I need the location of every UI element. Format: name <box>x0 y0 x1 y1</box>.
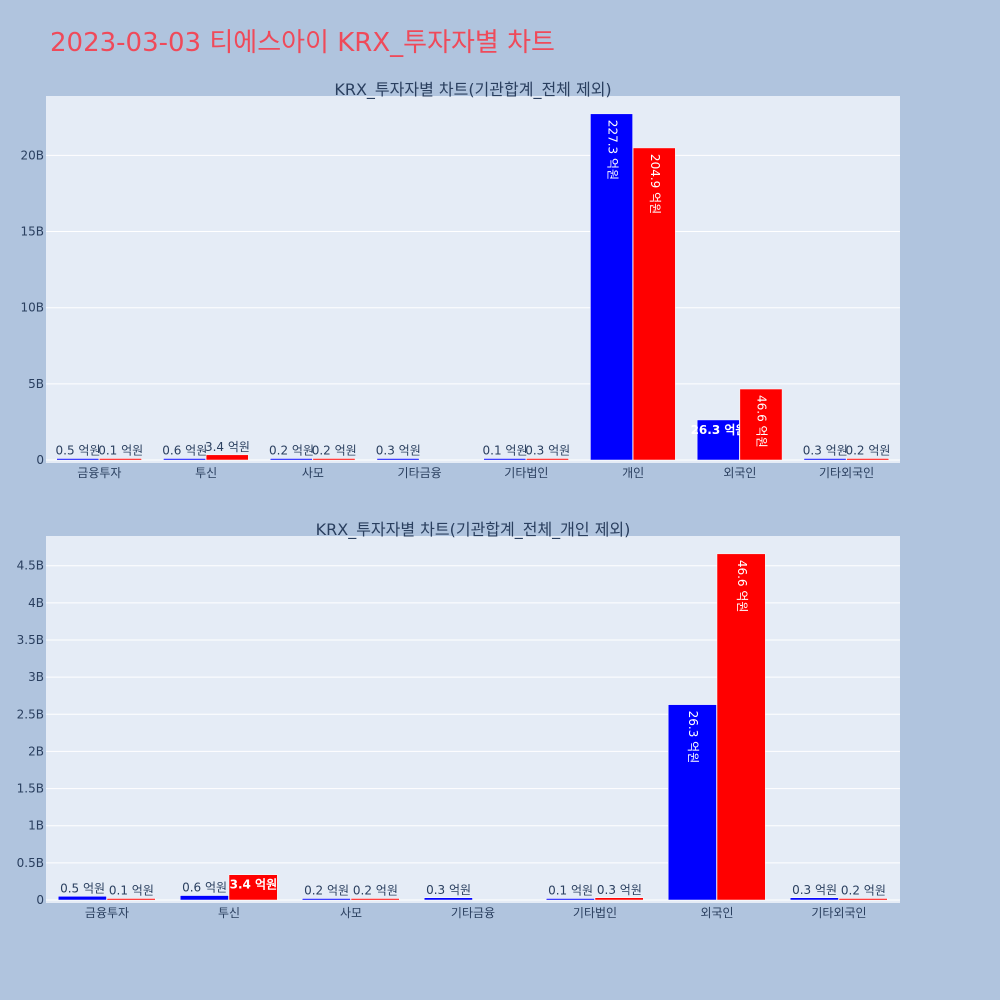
chart-title: KRX_투자자별 차트(기관합계_전체_개인 제외) <box>316 520 631 540</box>
bar-value-label: 26.3 억원 <box>686 711 700 764</box>
y-tick-label: 0.5B <box>17 856 44 870</box>
bar-value-label: 0.3 억원 <box>426 883 471 897</box>
bar <box>590 113 633 461</box>
x-tick-label: 사모 <box>302 466 324 480</box>
bar-value-label: 0.5 억원 <box>60 881 105 895</box>
x-tick-label: 기타금융 <box>451 906 495 920</box>
bar-value-label: 0.1 억원 <box>98 444 143 458</box>
bar <box>228 874 278 901</box>
y-tick-label: 20B <box>20 148 44 162</box>
plot-area <box>46 536 900 903</box>
bar-value-label: 3.4 억원 <box>230 878 278 892</box>
y-tick-label: 1.5B <box>17 782 44 796</box>
bar-value-label: 26.3 억원 <box>691 423 747 437</box>
bar <box>56 458 100 461</box>
bar-value-label: 0.3 억원 <box>803 444 848 458</box>
bar <box>106 898 156 901</box>
bar <box>179 895 229 901</box>
bar <box>696 419 740 461</box>
y-tick-label: 3.5B <box>17 633 44 647</box>
bar-value-label: 3.4 억원 <box>205 440 250 454</box>
page-title: 2023-03-03 티에스아이 KRX_투자자별 차트 <box>50 28 555 58</box>
x-tick-label: 기타금융 <box>398 466 442 480</box>
bar-value-label: 0.2 억원 <box>845 444 890 458</box>
bar <box>594 897 644 901</box>
y-tick-label: 5B <box>28 377 44 391</box>
x-tick-label: 기타법인 <box>573 906 617 920</box>
bar-value-label: 0.1 억원 <box>483 444 528 458</box>
x-tick-label: 사모 <box>340 906 362 920</box>
bar-value-label: 227.3 억원 <box>605 120 619 180</box>
bar-value-label: 0.6 억원 <box>182 881 227 895</box>
x-tick-label: 외국인 <box>723 466 756 480</box>
y-tick-label: 2.5B <box>17 707 44 721</box>
y-tick-label: 0 <box>36 893 44 907</box>
bar <box>350 898 400 901</box>
y-tick-label: 4.5B <box>17 559 44 573</box>
y-tick-label: 15B <box>20 225 44 239</box>
bar-value-label: 0.5 억원 <box>56 444 101 458</box>
bar-value-label: 0.1 억원 <box>548 884 593 898</box>
bar <box>526 458 569 461</box>
x-tick-label: 금융투자 <box>77 466 121 480</box>
bar <box>376 458 420 461</box>
bar <box>57 896 107 901</box>
bar-value-label: 0.2 억원 <box>841 884 886 898</box>
chart-top: 0 5B 10B 15B 20B KRX_투자자별 차트(기관합계_전체 제외) 금융투자 0… <box>20 80 900 480</box>
y-tick-label: 10B <box>20 301 44 315</box>
y-tick-label: 0 <box>36 453 44 467</box>
bar-value-label: 0.2 억원 <box>353 884 398 898</box>
x-tick-label: 투신 <box>195 466 217 480</box>
bar <box>632 147 676 461</box>
bar <box>423 897 473 901</box>
x-tick-label: 기타외국인 <box>819 466 874 480</box>
bar-value-label: 0.3 억원 <box>792 883 837 897</box>
bar-value-label: 0.3 억원 <box>597 883 642 897</box>
x-tick-label: 기타외국인 <box>811 906 866 920</box>
bar <box>301 898 351 901</box>
x-tick-label: 기타법인 <box>504 466 548 480</box>
x-tick-label: 금융투자 <box>85 906 129 920</box>
bar <box>789 897 839 901</box>
y-tick-label: 3B <box>28 670 44 684</box>
x-tick-label: 투신 <box>218 906 240 920</box>
y-tick-label: 1B <box>28 819 44 833</box>
chart-bottom: 0 0.5B 1B 1.5B 2B 2.5B 3B 3.5B 4B 4.5B KRX_투자자별 차트… <box>17 520 900 920</box>
bar-value-label: 46.6 억원 <box>735 560 749 613</box>
bar-value-label: 0.3 억원 <box>525 444 570 458</box>
bar <box>483 458 527 461</box>
bar <box>803 458 847 461</box>
bar <box>269 458 313 461</box>
bar <box>716 553 766 901</box>
bar-value-label: 204.9 억원 <box>648 154 662 214</box>
x-tick-label: 외국인 <box>700 906 733 920</box>
bar-value-label: 0.6 억원 <box>162 444 207 458</box>
y-tick-label: 2B <box>28 744 44 758</box>
bar-value-label: 0.3 억원 <box>376 444 421 458</box>
chart-title: KRX_투자자별 차트(기관합계_전체 제외) <box>334 80 611 100</box>
bar <box>545 898 595 901</box>
bar <box>667 704 717 901</box>
bar <box>312 458 356 461</box>
y-tick-label: 4B <box>28 596 44 610</box>
bar-value-label: 0.2 억원 <box>304 884 349 898</box>
bar <box>846 458 890 461</box>
bar <box>163 458 206 461</box>
bar <box>739 388 783 461</box>
x-tick-label: 개인 <box>622 466 644 480</box>
bar <box>838 898 888 901</box>
bar <box>99 458 142 461</box>
bar-value-label: 0.2 억원 <box>269 444 314 458</box>
bar-value-label: 0.1 억원 <box>109 884 154 898</box>
bar-value-label: 0.2 억원 <box>312 444 357 458</box>
bar-value-label: 46.6 억원 <box>755 395 769 448</box>
bar <box>205 454 249 461</box>
